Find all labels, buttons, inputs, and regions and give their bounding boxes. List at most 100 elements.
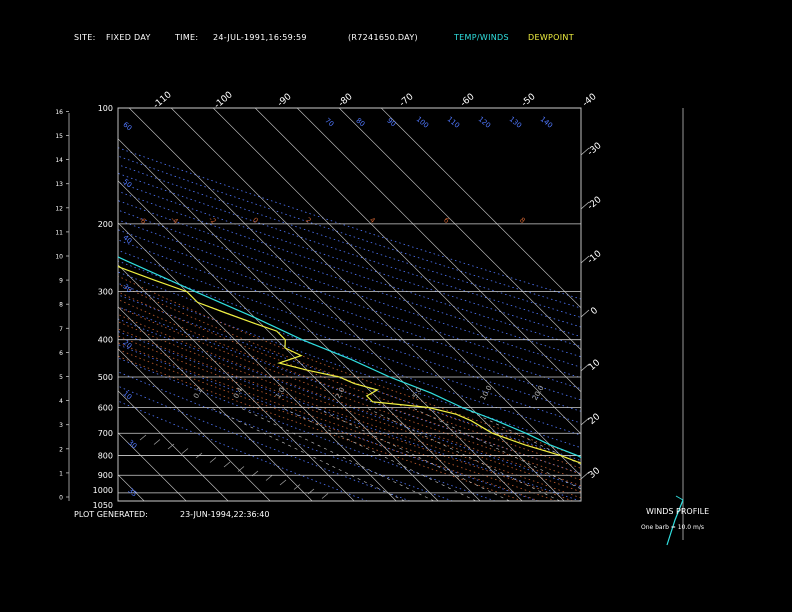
mixing-ratio-line [281, 407, 477, 501]
dry-adiabat [118, 318, 581, 488]
dry-adiabat [118, 260, 581, 424]
moist-adiabat [118, 335, 573, 501]
dry-adiabat [118, 249, 581, 412]
mixing-ratio-label: 1.0 [274, 386, 286, 400]
top-temp-label: -50 [520, 92, 538, 109]
dry-adiabat [118, 209, 581, 368]
tick-labels: 1050100090080070060050040030020010001234… [55, 90, 603, 510]
dry-adiabat-label: 120 [477, 115, 492, 130]
legend-temp: TEMP/WINDS [454, 33, 509, 42]
right-temp-label: 0 [589, 306, 600, 318]
moist-adiabat [118, 313, 581, 487]
dry-adiabat-label: 10 [121, 390, 133, 402]
pressure-tick-label: 700 [98, 429, 113, 438]
height-tick-label: 10 [55, 254, 63, 261]
site-value: FIXED DAY [106, 33, 151, 42]
dry-adiabat-label: 90 [385, 117, 397, 129]
mixing-ratio-label: 10.0 [479, 384, 494, 402]
mixing-ratio-label: 20.0 [531, 384, 546, 402]
height-tick-label: 3 [59, 422, 63, 429]
dry-adiabat-label: 130 [508, 115, 523, 130]
moist-adiabat-label: 6 [442, 216, 451, 225]
isotherm [118, 180, 439, 501]
pressure-tick-label: 1000 [93, 486, 113, 495]
height-tick-label: 0 [59, 495, 63, 502]
isotherm [118, 390, 229, 501]
profiles [118, 256, 581, 464]
isotherm [118, 348, 271, 501]
wind-barb-tick [167, 443, 175, 450]
isotherm [380, 108, 581, 309]
mixing-ratio-label: 5.0 [411, 386, 423, 400]
moist-adiabat-label: -2 [207, 215, 217, 226]
height-tick-label: 15 [55, 133, 63, 140]
top-temp-label: -90 [276, 92, 294, 109]
moist-adiabat [118, 306, 581, 481]
mixing-ratio-line [239, 407, 435, 501]
height-tick-label: 8 [59, 302, 63, 309]
isotherm [118, 432, 187, 501]
mixing-ratio-line [411, 407, 581, 490]
right-temp-label: -20 [586, 195, 604, 212]
dry-adiabat [118, 229, 581, 390]
height-tick-label: 11 [55, 229, 63, 236]
plot-frame [117, 107, 582, 502]
right-temp-label: 10 [587, 358, 602, 373]
pressure-tick-label: 600 [98, 403, 113, 412]
isotherm [128, 108, 523, 501]
moist-adiabat-label: 8 [518, 216, 527, 225]
pressure-tick-label: 800 [98, 452, 113, 461]
pressure-tick-label: 500 [98, 373, 113, 382]
file-name: (R7241650.DAY) [348, 33, 418, 42]
isotherm [118, 264, 355, 501]
mixing-ratio-line [315, 407, 510, 501]
isotherm [170, 108, 565, 501]
site-label: SITE: [74, 33, 96, 42]
wind-barb-tick [293, 484, 301, 490]
dry-adiabat-label: 35 [126, 487, 138, 499]
right-temp-tick [580, 309, 590, 318]
winds-profile-note: One barb = 10.0 m/s [641, 524, 704, 531]
dry-adiabat [118, 306, 581, 475]
height-tick-label: 13 [55, 181, 63, 188]
isotherm [254, 108, 581, 435]
dry-adiabat [118, 164, 581, 318]
dry-adiabat [118, 172, 581, 328]
dry-adiabat [118, 200, 581, 358]
winds-profile-line [666, 499, 684, 546]
height-tick-label: 5 [59, 374, 63, 381]
isotherm [338, 108, 581, 351]
dry-adiabat [118, 190, 581, 348]
winds-profile-panel [666, 495, 684, 546]
right-temp-tick [580, 363, 590, 372]
moist-adiabat [118, 355, 523, 501]
height-tick-label: 6 [59, 350, 63, 357]
isotherm [118, 138, 481, 501]
right-temp-tick [580, 201, 590, 210]
right-temp-tick [580, 255, 590, 264]
moist-adiabat-label: -6 [137, 215, 148, 226]
moist-adiabat [118, 349, 540, 501]
time-value: 24-JUL-1991,16:59:59 [213, 33, 307, 42]
dry-adiabat-label: 30 [121, 283, 133, 295]
dry-adiabat-label: 40 [121, 234, 133, 246]
height-tick-label: 7 [59, 326, 63, 333]
plot-generated-value: 23-JUN-1994,22:36:40 [180, 510, 270, 519]
height-tick-label: 2 [59, 446, 63, 453]
dewpoint-profile-line [118, 265, 581, 464]
dry-adiabat-label: 30 [126, 439, 138, 451]
height-tick-label: 16 [55, 109, 63, 116]
isotherm [0, 108, 102, 501]
isotherm [212, 108, 581, 477]
wind-barb-tick [307, 488, 315, 495]
wind-barb-tick [153, 439, 161, 445]
wind-barb-tick [321, 493, 329, 499]
dry-adiabat [118, 155, 581, 309]
pressure-tick-label: 200 [98, 220, 113, 229]
wind-barb-tick [237, 466, 245, 472]
dry-adiabat [118, 282, 581, 449]
isotherm [118, 222, 397, 501]
moist-adiabat [118, 342, 556, 501]
wind-barb-tick [139, 434, 147, 441]
